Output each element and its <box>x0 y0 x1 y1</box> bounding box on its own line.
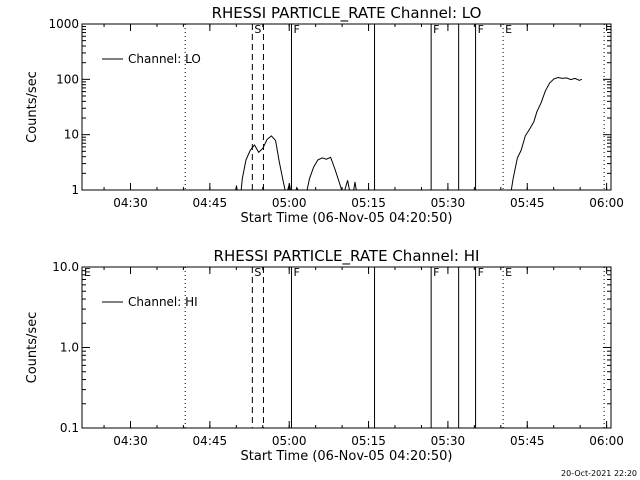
x-tick-label: 05:15 <box>351 434 386 448</box>
legend-label: Channel: LO <box>128 52 201 66</box>
flag-label: F <box>293 23 299 36</box>
flag-label: E <box>505 266 512 279</box>
x-axis-label: Start Time (06-Nov-05 04:20:50) <box>241 211 453 226</box>
flag-label: F <box>433 266 439 279</box>
flag-label: E <box>84 266 91 279</box>
y-tick-label: 1.0 <box>60 341 79 355</box>
legend-label: Channel: HI <box>128 295 198 309</box>
flag-label: F <box>478 266 484 279</box>
timestamp: 20-Oct-2021 22:20 <box>561 469 637 478</box>
x-tick-label: 05:45 <box>510 434 545 448</box>
flag-label: F <box>433 23 439 36</box>
y-tick-label: 1 <box>71 183 79 197</box>
chart-title: RHESSI PARTICLE_RATE Channel: HI <box>214 247 480 266</box>
x-tick-label: 04:45 <box>193 434 228 448</box>
x-tick-label: 04:45 <box>193 196 228 210</box>
x-tick-label: 04:30 <box>113 196 148 210</box>
y-tick-label: 10.0 <box>52 260 79 274</box>
x-tick-label: 06:00 <box>589 434 624 448</box>
x-tick-label: 05:30 <box>431 196 466 210</box>
y-axis-label: Counts/sec <box>25 71 40 143</box>
flag-label: E <box>505 23 512 36</box>
x-tick-label: 05:00 <box>272 196 307 210</box>
y-tick-label: 1000 <box>48 17 79 31</box>
flag-label: F <box>293 266 299 279</box>
panel-channel-lo: RHESSI PARTICLE_RATE Channel: LO Start T… <box>25 4 624 226</box>
x-axis-label: Start Time (06-Nov-05 04:20:50) <box>241 449 453 464</box>
x-tick-label: 04:30 <box>113 434 148 448</box>
x-tick-label: 05:30 <box>431 434 466 448</box>
y-tick-label: 10 <box>64 128 79 142</box>
panel-channel-hi: RHESSI PARTICLE_RATE Channel: HI Start T… <box>25 247 624 464</box>
chart-title: RHESSI PARTICLE_RATE Channel: LO <box>212 4 482 23</box>
x-tick-label: 06:00 <box>589 196 624 210</box>
y-axis-label: Counts/sec <box>25 312 40 384</box>
plot-frame <box>81 266 612 429</box>
plot-frame <box>81 23 612 191</box>
series-line <box>235 76 583 190</box>
flag-label: S <box>254 23 261 36</box>
flag-label: S <box>254 266 261 279</box>
y-tick-label: 0.1 <box>60 421 79 435</box>
x-tick-label: 05:45 <box>510 196 545 210</box>
flag-label: F <box>478 23 484 36</box>
y-tick-label: 100 <box>56 72 79 86</box>
x-tick-label: 05:15 <box>351 196 386 210</box>
x-tick-label: 05:00 <box>272 434 307 448</box>
